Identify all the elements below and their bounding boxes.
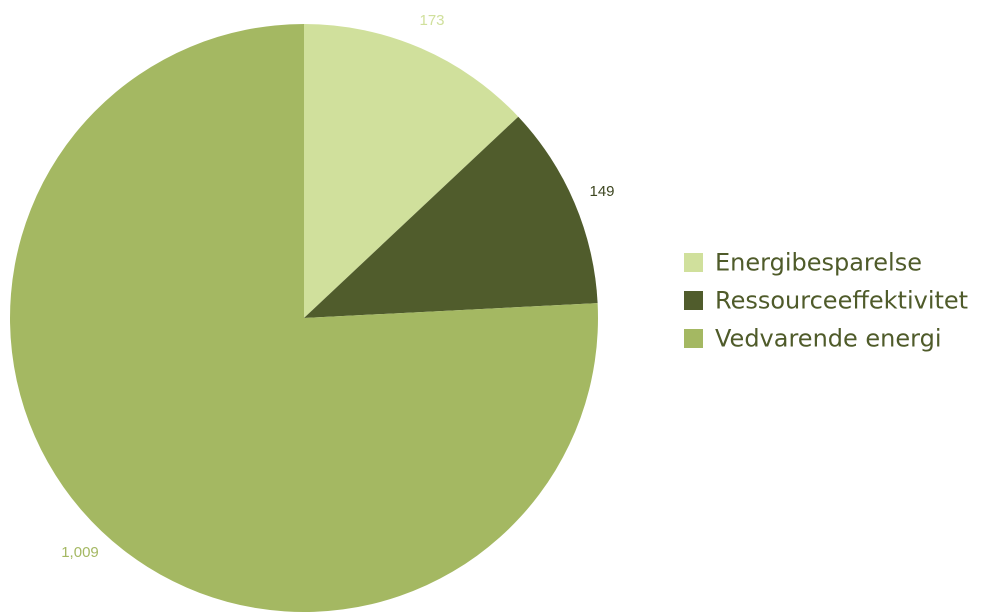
legend: Energibesparelse Ressourceeffektivitet Ved… (684, 249, 968, 353)
data-label-ressourceeffektivitet: 149 (589, 183, 614, 200)
legend-label-ressourceeffektivitet: Ressourceeffektivitet (715, 287, 968, 315)
legend-swatch-vedvarende-energi (684, 329, 703, 348)
legend-swatch-energibesparelse (684, 253, 703, 272)
pie-slice-vedvarende-energi (9, 24, 598, 612)
data-label-vedvarende-energi: 1,009 (61, 544, 99, 561)
pie-slices (9, 24, 598, 612)
pie-slice-energibesparelse (304, 24, 519, 318)
pie-slice-ressourceeffektivitet (304, 116, 598, 319)
legend-label-energibesparelse: Energibesparelse (715, 249, 922, 277)
slice-labels: 173 149 1,009 (61, 12, 614, 561)
legend-swatch-ressourceeffektivitet (684, 291, 703, 310)
data-label-energibesparelse: 173 (419, 12, 444, 29)
legend-label-vedvarende-energi: Vedvarende energi (715, 325, 942, 353)
